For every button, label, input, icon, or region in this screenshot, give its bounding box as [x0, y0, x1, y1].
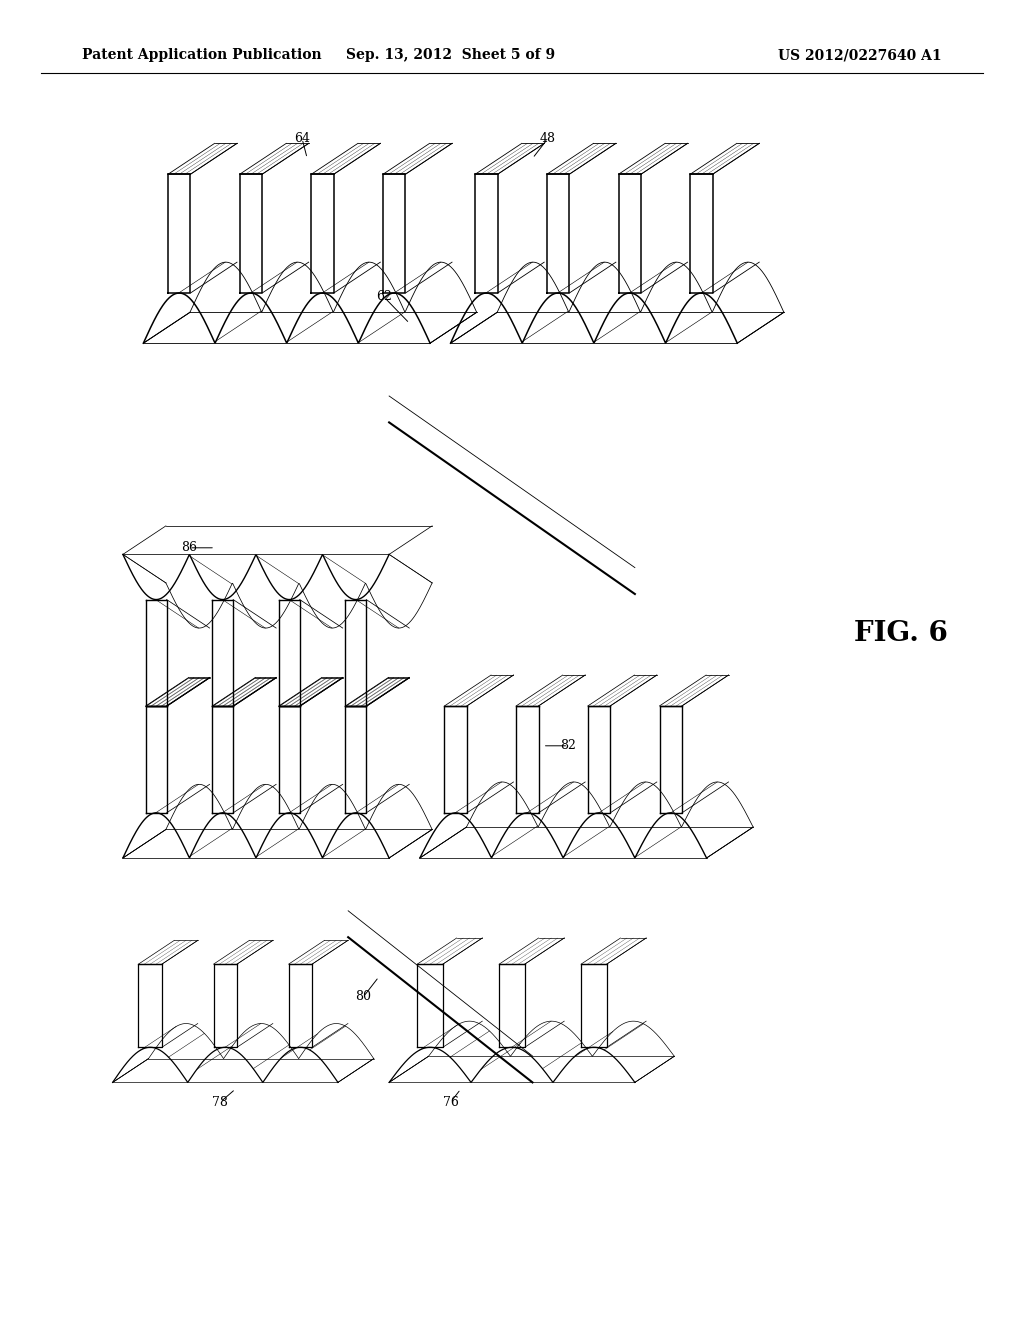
Text: 64: 64 — [294, 132, 310, 145]
Text: 48: 48 — [540, 132, 556, 145]
Text: 86: 86 — [181, 541, 198, 554]
Text: 80: 80 — [355, 990, 372, 1003]
Text: Sep. 13, 2012  Sheet 5 of 9: Sep. 13, 2012 Sheet 5 of 9 — [346, 49, 555, 62]
Text: Patent Application Publication: Patent Application Publication — [82, 49, 322, 62]
Text: FIG. 6: FIG. 6 — [854, 620, 948, 647]
Text: 82: 82 — [560, 739, 577, 752]
Text: 76: 76 — [442, 1096, 459, 1109]
Text: 62: 62 — [376, 290, 392, 304]
Text: 78: 78 — [212, 1096, 228, 1109]
Text: US 2012/0227640 A1: US 2012/0227640 A1 — [778, 49, 942, 62]
